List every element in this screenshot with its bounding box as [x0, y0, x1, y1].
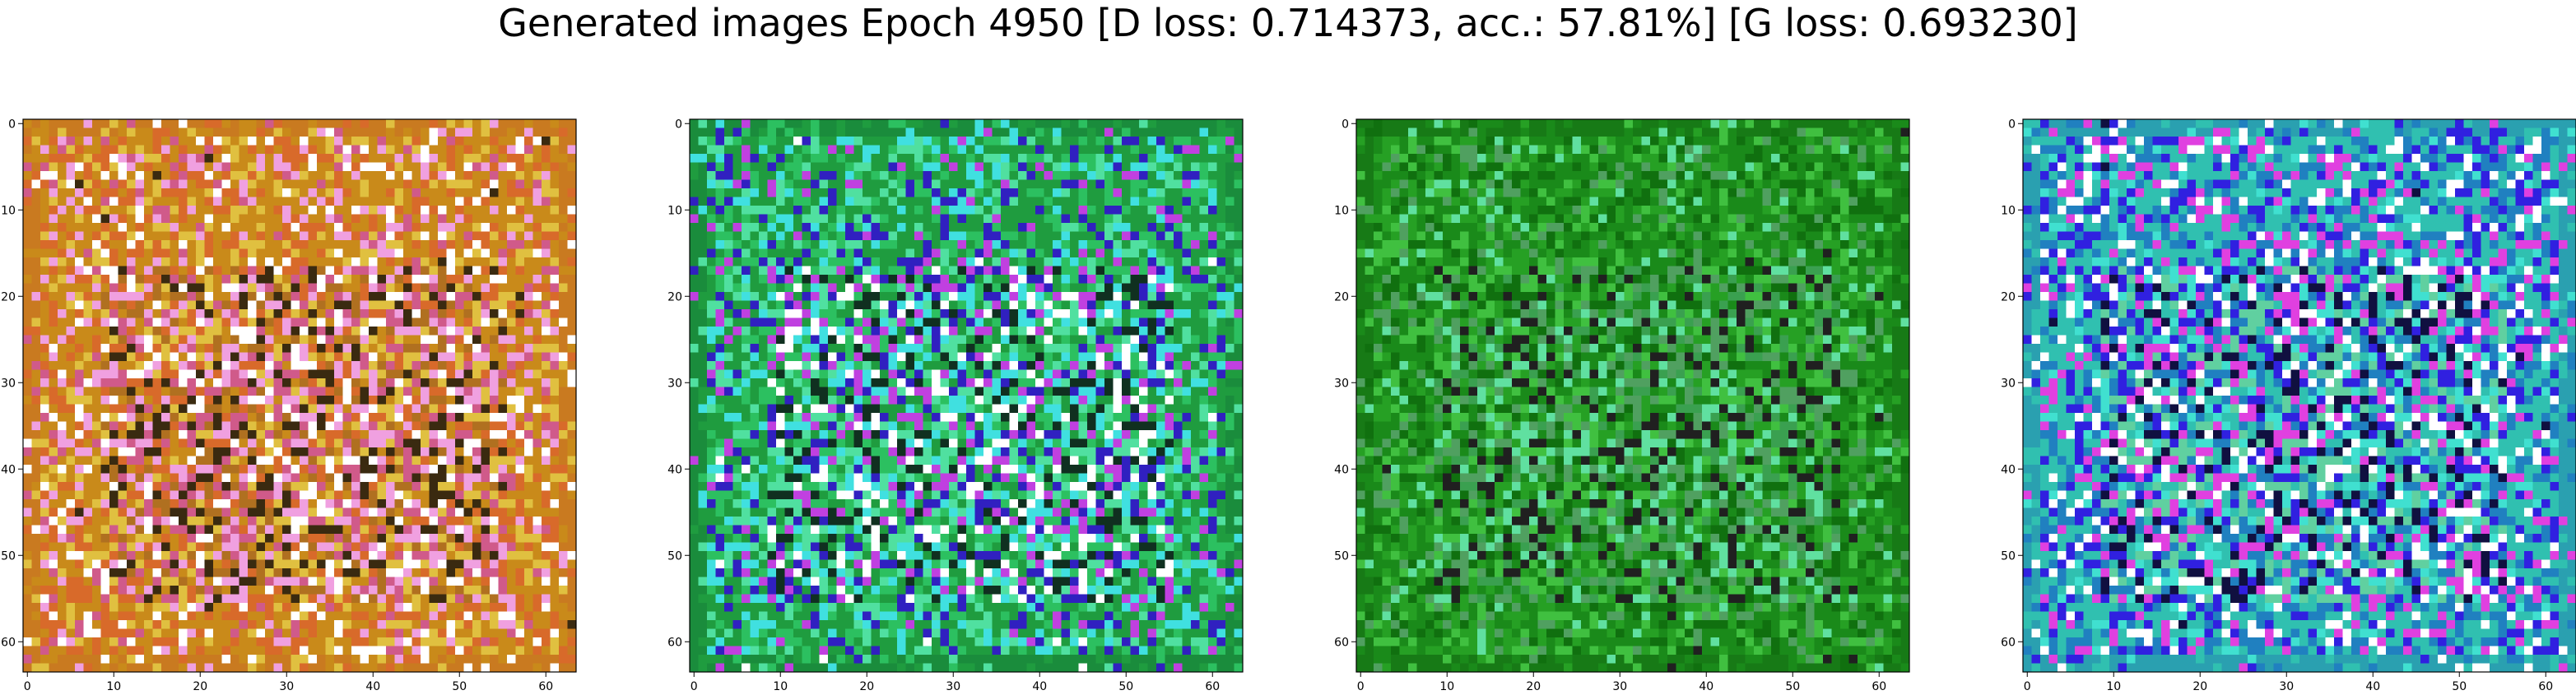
y-tick-label: 40: [2001, 463, 2016, 476]
y-tick-label: 0: [8, 118, 16, 131]
y-tick-label: 60: [1, 636, 16, 649]
x-tick-label: 0: [2024, 680, 2031, 693]
image-plot-1: 0 10 20 30 40 50 60 0 10 20 30 40 50 60: [1, 118, 577, 693]
x-tick-label: 60: [1872, 680, 1886, 693]
generated-image-2: [690, 119, 1244, 673]
y-tick-label: 40: [1, 463, 16, 476]
axes-frame: [689, 118, 1244, 673]
y-tick-label: 60: [1334, 636, 1349, 649]
x-tick-label: 50: [2452, 680, 2467, 693]
x-tick-label: 30: [2279, 680, 2294, 693]
image-panel-2: 0 10 20 30 40 50 60 0 10 20 30 40 50 60: [667, 99, 1276, 695]
y-tick-label: 20: [667, 290, 682, 303]
y-tick-label: 10: [667, 204, 682, 217]
y-tick-label: 20: [1334, 290, 1349, 303]
y-tick-label: 10: [1334, 204, 1349, 217]
x-tick-label: 40: [2365, 680, 2380, 693]
x-tick-label: 30: [946, 680, 960, 693]
y-tick-label: 40: [1334, 463, 1349, 476]
axes-frame: [2022, 118, 2576, 673]
y-tick-label: 40: [667, 463, 682, 476]
x-tick-label: 10: [2106, 680, 2121, 693]
y-tick-label: 0: [2008, 118, 2016, 131]
y-tick-label: 50: [667, 549, 682, 563]
y-tick-label: 10: [2001, 204, 2016, 217]
y-tick-label: 30: [1, 377, 16, 390]
figure-title: Generated images Epoch 4950 [D loss: 0.7…: [498, 1, 2078, 45]
y-tick-label: 50: [1, 549, 16, 563]
y-tick-label: 20: [2001, 290, 2016, 303]
image-panel-4: 0 10 20 30 40 50 60 0 10 20 30 40 50 60: [2000, 99, 2576, 695]
x-tick-label: 40: [1699, 680, 1713, 693]
image-panel-1: 0 10 20 30 40 50 60 0 10 20 30 40 50 60: [0, 99, 609, 695]
x-tick-label: 40: [365, 680, 380, 693]
image-plot-2: 0 10 20 30 40 50 60 0 10 20 30 40 50 60: [667, 118, 1244, 693]
y-tick-label: 60: [667, 636, 682, 649]
x-tick-label: 30: [1612, 680, 1627, 693]
y-tick-label: 10: [1, 204, 16, 217]
x-tick-label: 50: [1118, 680, 1133, 693]
x-tick-label: 10: [106, 680, 121, 693]
image-panel-3: 0 10 20 30 40 50 60 0 10 20 30 40 50 60: [1333, 99, 1942, 695]
x-tick-label: 20: [859, 680, 874, 693]
y-tick-label: 30: [1334, 377, 1349, 390]
y-tick-label: 0: [675, 118, 682, 131]
x-tick-label: 30: [279, 680, 294, 693]
x-tick-label: 60: [538, 680, 553, 693]
x-tick-label: 50: [452, 680, 467, 693]
generated-image-1: [23, 119, 577, 673]
image-plot-3: 0 10 20 30 40 50 60 0 10 20 30 40 50 60: [1334, 118, 1910, 693]
y-tick-label: 0: [1341, 118, 1349, 131]
x-tick-label: 0: [690, 680, 698, 693]
x-tick-label: 20: [2192, 680, 2207, 693]
y-tick-label: 50: [2001, 549, 2016, 563]
y-tick-label: 30: [667, 377, 682, 390]
x-tick-label: 0: [24, 680, 31, 693]
x-tick-label: 10: [773, 680, 788, 693]
x-tick-label: 60: [1205, 680, 1220, 693]
x-tick-label: 50: [1785, 680, 1800, 693]
x-tick-label: 40: [1032, 680, 1047, 693]
y-tick-label: 30: [2001, 377, 2016, 390]
x-tick-label: 0: [1357, 680, 1365, 693]
axes-frame: [22, 118, 577, 673]
x-tick-label: 20: [193, 680, 207, 693]
y-tick-label: 60: [2001, 636, 2016, 649]
generated-image-3: [1356, 119, 1910, 673]
y-tick-label: 20: [1, 290, 16, 303]
x-tick-label: 60: [2538, 680, 2553, 693]
x-tick-label: 20: [1526, 680, 1541, 693]
axes-frame: [1355, 118, 1910, 673]
y-tick-label: 50: [1334, 549, 1349, 563]
generated-image-4: [2023, 119, 2576, 673]
image-plot-4: 0 10 20 30 40 50 60 0 10 20 30 40 50 60: [2001, 118, 2576, 693]
x-tick-label: 10: [1439, 680, 1454, 693]
